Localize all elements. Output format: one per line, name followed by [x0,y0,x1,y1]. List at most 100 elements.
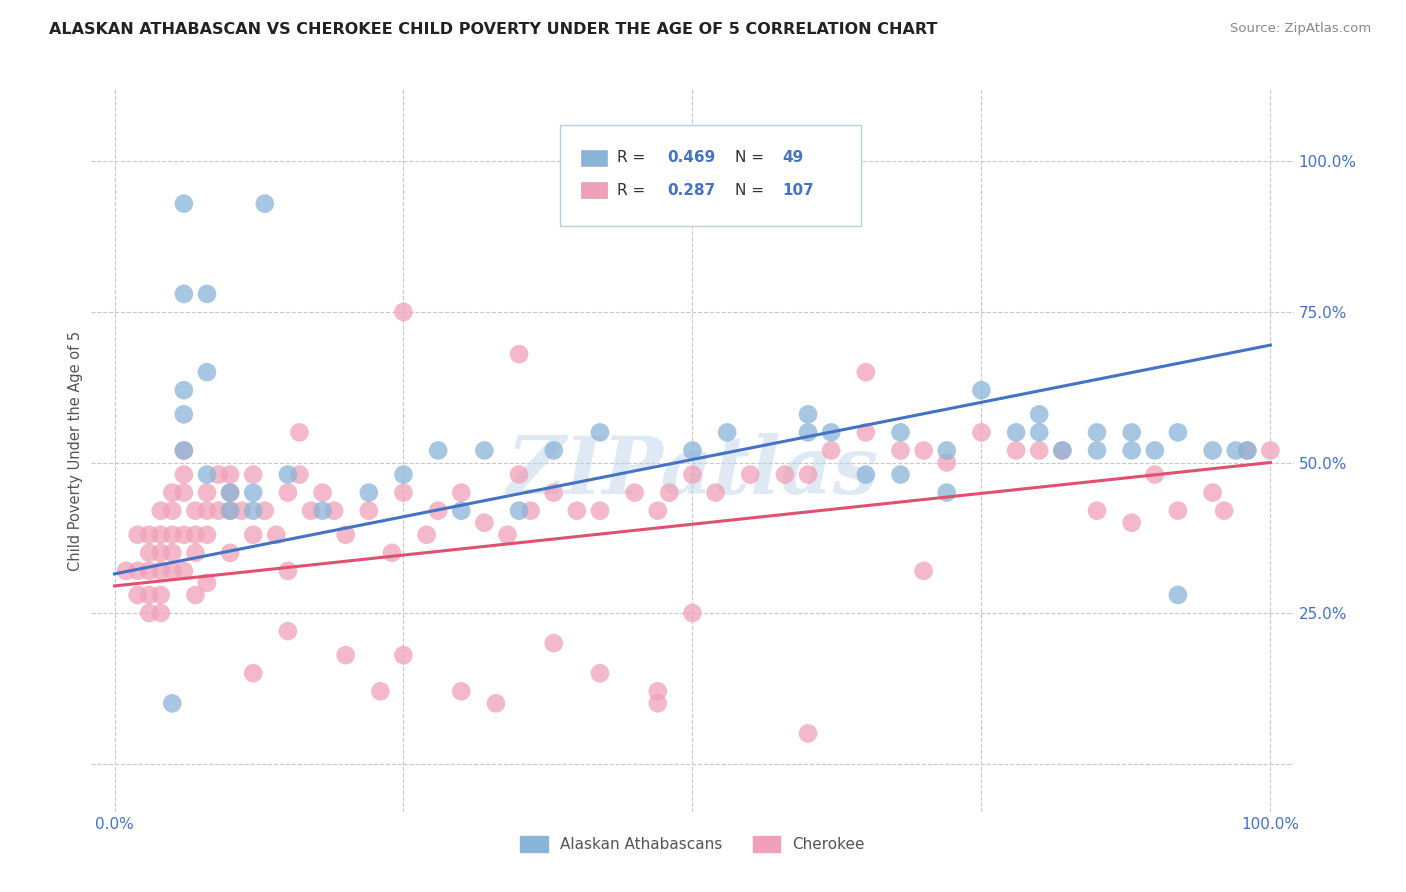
Point [242,467,264,482]
Point [970,384,993,398]
Point [855,467,877,482]
Point [299,503,322,517]
Point [889,467,911,482]
Point [195,576,218,591]
Point [231,503,253,517]
Point [173,564,195,578]
Point [797,407,820,422]
Point [195,485,218,500]
Point [935,455,957,469]
Point [253,503,276,517]
Y-axis label: Child Poverty Under the Age of 5: Child Poverty Under the Age of 5 [67,330,83,571]
Point [565,503,588,517]
Point [138,606,160,620]
Point [681,443,703,458]
Point [277,624,299,639]
Point [173,467,195,482]
Text: N =: N = [734,151,769,165]
Point [889,425,911,440]
Point [1052,443,1074,458]
Point [311,503,333,517]
Text: Source: ZipAtlas.com: Source: ZipAtlas.com [1230,22,1371,36]
Point [277,485,299,500]
Point [1260,443,1282,458]
Point [195,528,218,542]
Text: 49: 49 [783,151,804,165]
Point [647,503,669,517]
FancyBboxPatch shape [581,150,607,166]
Point [1201,485,1223,500]
Point [392,467,415,482]
Point [1005,425,1028,440]
Point [855,425,877,440]
Point [740,467,762,482]
Point [184,528,207,542]
Point [323,503,346,517]
Point [357,485,380,500]
Point [1028,443,1050,458]
Point [219,503,242,517]
Point [450,684,472,698]
Point [1213,503,1236,517]
Point [647,684,669,698]
Point [543,485,565,500]
Text: R =: R = [617,183,650,198]
Point [855,365,877,379]
Point [392,485,415,500]
Point [1005,443,1028,458]
Point [474,516,496,530]
Point [138,528,160,542]
Point [162,528,184,542]
Point [173,384,195,398]
Point [219,546,242,560]
Point [1121,425,1143,440]
Point [162,696,184,710]
Point [311,485,333,500]
Point [242,528,264,542]
Point [173,528,195,542]
Point [589,503,612,517]
Point [138,588,160,602]
Point [773,467,796,482]
Point [277,564,299,578]
Point [1121,516,1143,530]
Text: ZIPatlas: ZIPatlas [506,434,879,511]
Point [474,443,496,458]
Point [370,684,392,698]
Point [716,425,738,440]
Point [797,467,820,482]
Point [392,648,415,662]
Point [427,443,450,458]
Point [1143,443,1166,458]
Point [935,443,957,458]
Point [1085,443,1108,458]
Point [162,503,184,517]
Point [485,696,508,710]
Point [335,528,357,542]
Point [415,528,437,542]
Point [704,485,727,500]
Point [195,467,218,482]
Point [508,467,530,482]
Point [127,564,149,578]
Point [392,305,415,319]
Point [1225,443,1247,458]
Point [288,467,311,482]
Point [149,528,172,542]
Point [1052,443,1074,458]
Point [149,564,172,578]
Point [820,425,842,440]
Point [184,588,207,602]
Point [889,443,911,458]
Point [219,467,242,482]
Point [623,485,645,500]
Point [288,425,311,440]
Point [173,287,195,301]
Point [219,485,242,500]
Point [427,503,450,517]
Point [184,503,207,517]
Point [797,425,820,440]
Point [242,485,264,500]
Point [496,528,519,542]
Point [173,196,195,211]
